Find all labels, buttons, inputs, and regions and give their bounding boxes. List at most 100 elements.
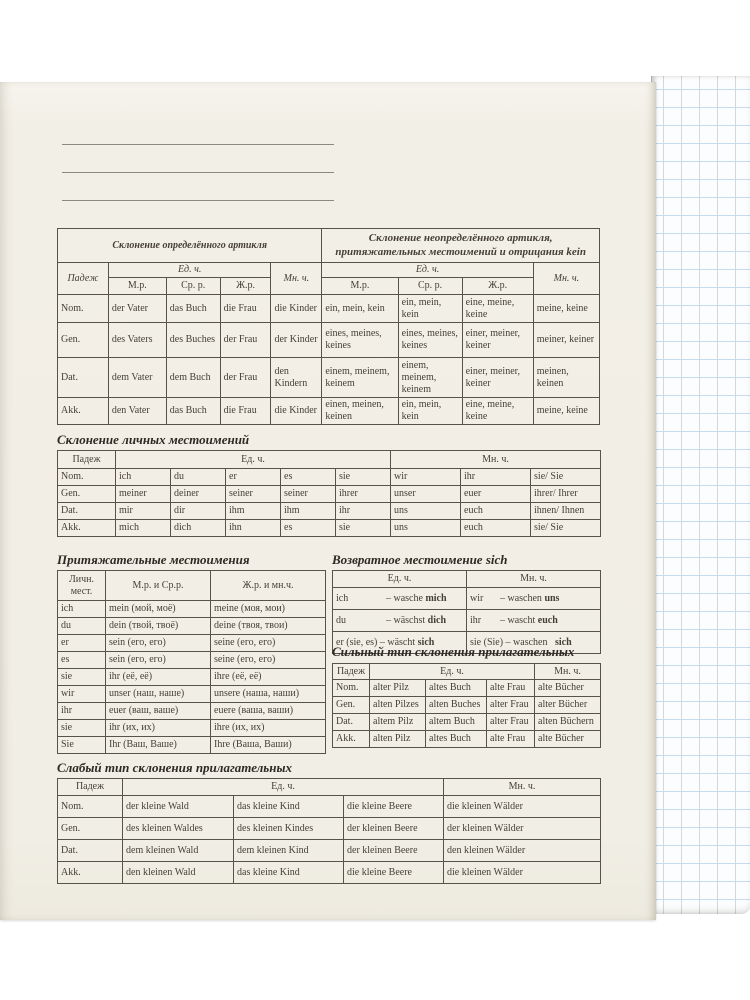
table-cell: sie/ Sie [530,468,602,486]
table-cell: ihr – wascht euch [466,609,601,632]
reflexive-pronoun-table: Ед. ч. Мн. ч. ich – wasche mich wir – wasc… [332,570,601,654]
table-cell: dem kleinen Kind [233,839,344,862]
case-label: Gen. [57,817,123,840]
table-cell: alten Pilzes [369,696,426,714]
table-cell: die kleinen Wälder [443,861,602,884]
table-row: Akk. den kleinen Wald das kleine Kind di… [57,861,602,884]
table-cell: ein, mein, kein [321,294,399,323]
verb: – waschen [500,592,542,604]
column-header: Ж.р. и мн.ч. [210,570,326,601]
table-cell: eines, meines, keines [321,322,399,358]
section-title-reflexive-pronoun: Возвратное местоимение sich [332,552,508,567]
table-cell: alte Bücher [534,730,602,748]
table-cell: das kleine Kind [233,861,344,884]
table-cell: es [280,519,336,537]
table-cell: ihm [280,502,336,520]
table-cell: die Kinder [270,397,323,425]
reflexive-form: sich [554,636,572,648]
case-label: Akk. [57,397,109,425]
table-cell: mein (мой, моё) [105,600,211,618]
table-cell: der kleine Wald [122,795,234,818]
table-cell: meine, keine [532,397,601,425]
table-cell: meiner [115,485,171,503]
table-cell: altes Buch [425,679,487,697]
table-cell: ihre (её, её) [210,668,326,686]
table-cell: euer [460,485,532,503]
case-label: Nom. [57,795,123,818]
case-label: Gen. [57,485,116,503]
table-cell: er [225,468,281,486]
case-label: Nom. [332,679,370,697]
table-cell: ich [57,600,106,618]
table-cell: ihrer [334,485,392,503]
table-cell: wir – waschen uns [466,587,601,610]
table-cell: Ihre (Ваша, Ваши) [210,736,326,754]
table-cell: alte Frau [485,730,536,748]
table-cell: meine (моя, мои) [210,600,326,618]
table-row: Gen. des Vaters des Buches der Frau der … [57,322,601,358]
table-cell: des kleinen Waldes [122,817,234,840]
reflexive-form: sich [417,636,435,648]
table-row: sie ihr (их, их) ihre (их, их) [57,719,326,737]
table-cell: ihr (её, её) [105,668,211,686]
table-cell: eine, meine, keine [461,294,534,323]
table-cell: des Buches [165,322,221,358]
column-header: М.р. и Ср.р. [105,570,211,601]
section-title-possessive-pronouns: Притяжательные местоимения [57,552,250,567]
case-label: Akk. [332,730,370,748]
table-cell: altes Buch [425,730,487,748]
case-label: Dat. [57,502,116,520]
strong-adjective-declension-table: Падеж Ед. ч. Мн. ч. Nom. alter Pilz alte… [332,663,602,748]
table-cell: sie (Sie) – waschen sich [466,631,601,654]
table-cell: der Kinder [270,322,323,358]
table-cell: euch [460,502,532,520]
table-cell: des Vaters [107,322,167,358]
table-cell: einem, meinem, keinem [397,357,463,398]
case-label: Akk. [57,861,123,884]
table-row: du – wäschst dich ihr – wascht euch [332,609,601,632]
checkered-paper-background [651,76,750,914]
possessive-pronouns-table: Личн. мест. М.р. и Ср.р. Ж.р. и мн.ч. ic… [57,570,326,754]
article-declension-table: Склонение определённого артикля Склонени… [56,228,601,425]
verb: – wascht [500,614,536,626]
table-cell: ihr (их, их) [105,719,211,737]
column-header: Мн. ч. [270,262,323,295]
table-cell: dein (твой, твоё) [105,617,211,635]
grammar-reference-page: Склонение определённого артикля Склонени… [0,82,656,920]
table-cell: meine, keine [532,294,601,323]
table-row: Akk. alten Pilz altes Buch alte Frau alt… [332,730,602,748]
table-row: Dat. mir dir ihm ihm ihr uns euch ihnen/… [57,502,602,520]
table-cell: wir [390,468,462,486]
table-row: Nom. der Vater das Buch die Frau die Kin… [57,294,601,323]
reflexive-form: mich [425,592,447,604]
column-header: Ед. ч. [368,663,536,680]
table-row: ihr euer (ваш, ваше) euere (ваша, ваши) [57,702,326,720]
table-cell: meiner, keiner [532,322,601,358]
verb: – wäschst [386,614,426,626]
table-cell: seiner [225,485,281,503]
table-cell: ihre (их, их) [210,719,326,737]
reflexive-form: euch [537,614,558,626]
column-header: Ед. ч. [121,778,445,796]
table-cell: ein, mein, kein [397,397,463,425]
table-cell: alter Bücher [534,696,602,714]
table-cell: den kleinen Wald [122,861,234,884]
case-label: Nom. [57,294,109,323]
column-header: Мн. ч. [443,778,602,796]
writing-line [62,144,334,145]
personal-pronouns-table: Падеж Ед. ч. Мн. ч. Nom. ich du er es si… [57,450,602,537]
table-cell: ihrer/ Ihrer [530,485,602,503]
table-cell: sie [334,468,392,486]
table-title: Склонение неопределённого артикля, притя… [321,228,600,263]
case-label: Dat. [57,357,109,398]
table-cell: es [280,468,336,486]
table-row: Akk. mich dich ihn es sie uns euch sie/ … [57,519,602,537]
table-cell: ich – wasche mich [332,587,467,610]
table-cell: dem Buch [165,357,221,398]
table-row: Nom. alter Pilz altes Buch alte Frau alt… [332,679,602,697]
verb: – waschen [505,636,548,648]
table-row: Akk. den Vater das Buch die Frau die Kin… [57,397,601,425]
writing-line [62,172,334,173]
verb: – wasche [386,592,423,604]
